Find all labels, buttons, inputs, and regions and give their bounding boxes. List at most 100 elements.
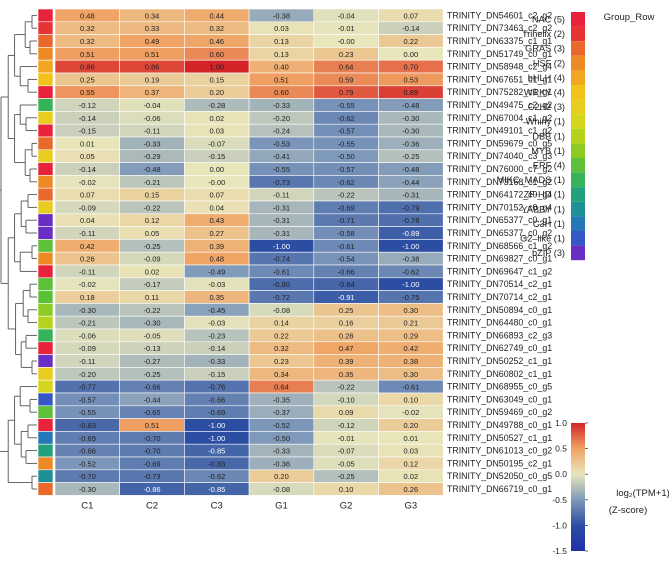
- cell-value-label: -0.09: [79, 203, 96, 212]
- column-label: G2: [340, 500, 353, 511]
- group-legend-label: GRAS (3): [525, 44, 565, 54]
- cell-value-label: -0.00: [208, 178, 225, 187]
- cell-value-label: 0.86: [145, 63, 160, 72]
- color-scale-tick-label: -0.5: [552, 495, 567, 505]
- cell-value-label: 0.60: [209, 50, 224, 59]
- cell-value-label: 0.39: [209, 242, 224, 251]
- cell-value-label: -0.52: [273, 421, 290, 430]
- cell-value-label: -0.54: [338, 255, 355, 264]
- group-legend-swatch: [571, 85, 585, 100]
- cell-value-label: 0.02: [404, 472, 419, 481]
- cell-value-label: 1.00: [209, 63, 224, 72]
- cell-value-label: -0.17: [143, 280, 160, 289]
- cell-value-label: 0.86: [80, 63, 95, 72]
- group-strip-cell: [37, 162, 54, 176]
- cell-value-label: -0.11: [79, 229, 96, 238]
- cell-value-label: 0.23: [274, 357, 289, 366]
- row-gene-label: TRINITY_DN74040_c3_g3: [447, 151, 552, 161]
- cell-value-label: -0.08: [273, 485, 290, 494]
- cell-value-label: -0.25: [143, 370, 160, 379]
- cell-value-label: 0.13: [274, 50, 289, 59]
- group-legend-label: ZF-HD (1): [524, 190, 565, 200]
- group-legend-label: Whirly (1): [526, 117, 565, 127]
- cell-value-label: -0.48: [402, 165, 419, 174]
- column-label: C1: [81, 500, 93, 511]
- cell-value-label: 0.26: [404, 485, 419, 494]
- row-gene-label: TRINITY_DN63375_c1_g1: [447, 36, 552, 46]
- cell-value-label: -0.48: [402, 101, 419, 110]
- row-gene-label: TRINITY_DN69647_c1_g2: [447, 266, 552, 276]
- group-legend-swatch: [571, 216, 585, 231]
- group-strip-cell: [37, 392, 54, 407]
- row-gene-label: TRINITY_DN59469_c0_g2: [447, 407, 552, 417]
- cell-value-label: 0.42: [80, 242, 95, 251]
- cell-value-label: -0.20: [79, 370, 96, 379]
- cell-value-label: 0.10: [339, 485, 354, 494]
- group-legend-label: ERF (4): [533, 161, 565, 171]
- cell-value-label: 0.42: [404, 344, 419, 353]
- cell-value-label: -0.25: [402, 152, 419, 161]
- cell-value-label: -0.35: [273, 395, 290, 404]
- heatmap-cell: [378, 482, 444, 496]
- group-strip-cell: [37, 290, 54, 304]
- cell-value-label: -0.15: [208, 152, 225, 161]
- group-strip-cell: [37, 418, 54, 432]
- cell-value-label: -0.33: [143, 139, 160, 148]
- group-legend-swatch: [571, 70, 585, 85]
- cell-value-label: -0.09: [143, 255, 160, 264]
- group-legend: Group_Row NAC (5) Trihelix (2) GRAS (3) HSF…: [497, 12, 655, 261]
- cell-value-label: -0.84: [338, 280, 355, 289]
- row-gene-label: TRINITY_DN68566_c1_g2: [447, 241, 552, 251]
- row-gene-label: TRINITY_DN75282_c1_g1: [447, 87, 552, 97]
- cell-value-label: -0.05: [143, 331, 160, 340]
- cell-value-label: 0.32: [274, 344, 289, 353]
- cell-value-label: -0.24: [273, 127, 290, 136]
- cell-value-label: -0.55: [273, 165, 290, 174]
- cell-value-label: -0.55: [79, 408, 96, 417]
- cell-value-label: -0.21: [79, 319, 96, 328]
- cell-value-label: -0.02: [402, 408, 419, 417]
- cell-value-label: 0.34: [145, 11, 160, 20]
- cell-value-label: -0.11: [79, 267, 96, 276]
- cell-value-label: -0.52: [79, 459, 96, 468]
- cell-value-label: 0.12: [145, 216, 160, 225]
- row-gene-label: TRINITY_DN70514_c2_g1: [447, 279, 552, 289]
- group-strip-cell: [37, 175, 54, 189]
- cell-value-label: 0.70: [404, 63, 419, 72]
- group-legend-title: Group_Row: [604, 12, 655, 23]
- cell-value-label: -1.00: [402, 280, 419, 289]
- cell-value-label: -0.55: [338, 101, 355, 110]
- cell-value-label: 0.15: [209, 75, 224, 84]
- color-scale-title-line2: (Z-score): [609, 505, 648, 516]
- cell-value-label: -0.08: [273, 306, 290, 315]
- cell-value-label: 0.25: [80, 75, 95, 84]
- cell-value-label: 0.04: [80, 216, 95, 225]
- row-gene-label: TRINITY_DN69827_c0_g1: [447, 254, 552, 264]
- group-strip-cell: [37, 239, 54, 253]
- cell-value-label: -0.06: [79, 331, 96, 340]
- group-strip-cell: [37, 341, 54, 355]
- group-strip-cell: [37, 367, 54, 381]
- cell-value-label: -0.07: [338, 447, 355, 456]
- cell-value-label: -0.73: [273, 178, 290, 187]
- group-legend-swatch: [571, 187, 585, 202]
- cell-value-label: -1.00: [208, 434, 225, 443]
- cell-value-label: -0.27: [143, 357, 160, 366]
- group-strip-cell: [37, 98, 54, 112]
- cell-value-label: -0.78: [402, 216, 419, 225]
- cell-value-label: -1.00: [402, 242, 419, 251]
- group-strip-cell: [37, 226, 54, 240]
- cell-value-label: -0.05: [338, 459, 355, 468]
- row-gene-label: TRINITY_DN64172_c0_g4: [447, 190, 552, 200]
- cell-value-label: -0.44: [143, 395, 160, 404]
- group-strip-cell: [37, 111, 54, 125]
- cell-value-label: -0.33: [273, 101, 290, 110]
- group-legend-label: bZIP (3): [532, 248, 565, 258]
- row-gene-label: TRINITY_DN54601_c2_g2: [447, 10, 552, 20]
- cell-value-label: -0.28: [208, 101, 225, 110]
- cell-value-label: 0.01: [80, 139, 95, 148]
- cell-value-label: 0.22: [274, 331, 289, 340]
- row-gene-label: TRINITY_DN68955_c0_g5: [447, 382, 552, 392]
- cell-value-label: -0.61: [338, 242, 355, 251]
